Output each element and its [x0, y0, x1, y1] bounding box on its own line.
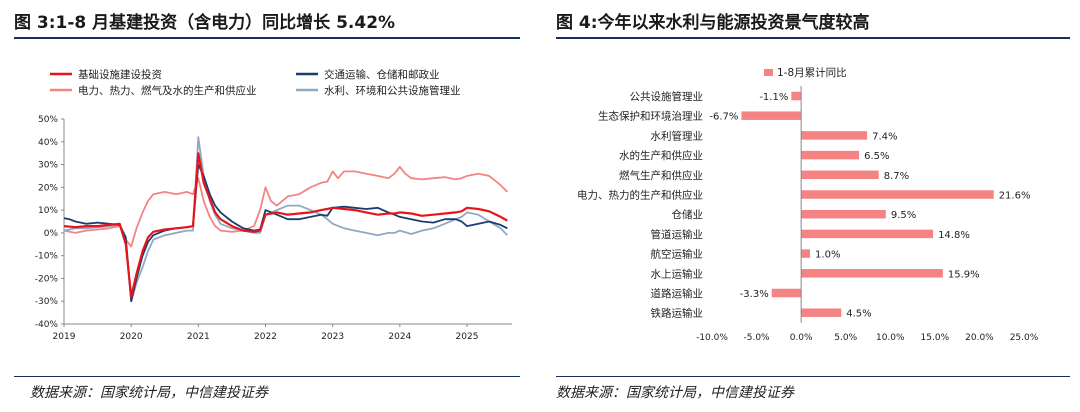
legend-swatch [764, 69, 773, 76]
data-label: 1.0% [815, 250, 840, 261]
left-source-note: 数据来源：国家统计局，中信建投证券 [30, 385, 268, 401]
bar [801, 269, 943, 278]
x-tick-label: 20.0% [965, 333, 994, 343]
y-tick-label: 10% [38, 206, 58, 216]
x-tick-label: 2021 [187, 332, 210, 342]
category-label: 电力、热力的生产和供应业 [577, 189, 703, 202]
category-label: 水利管理业 [651, 129, 704, 142]
data-label: 6.5% [864, 151, 889, 162]
bar [801, 229, 934, 239]
data-label: -6.7% [709, 112, 738, 123]
y-tick-label: -40% [35, 320, 59, 330]
x-tick-label: 5.0% [834, 333, 857, 343]
x-tick-label: 2022 [254, 332, 277, 342]
category-label: 道路运输业 [651, 287, 704, 300]
right-source-note: 数据来源：国家统计局，中信建投证券 [556, 385, 794, 401]
y-tick-label: 30% [38, 161, 58, 171]
left-source-rule [14, 376, 520, 377]
x-tick-label: 2019 [53, 332, 76, 342]
x-tick-label: 2025 [456, 332, 479, 342]
left-title-rule [14, 37, 520, 39]
data-label: 14.8% [938, 230, 970, 241]
bar [771, 288, 802, 298]
bar [791, 91, 802, 101]
bar [801, 249, 811, 258]
data-label: 9.5% [891, 210, 916, 221]
x-tick-label: 2024 [388, 332, 411, 342]
bar [801, 209, 886, 219]
category-label: 铁路运输业 [651, 307, 704, 320]
data-label: -1.1% [759, 92, 788, 103]
data-label: 15.9% [948, 269, 980, 280]
category-label: 管道运输业 [651, 228, 704, 241]
bar [801, 190, 994, 199]
x-tick-label: 2023 [321, 332, 344, 342]
series-line [63, 165, 508, 248]
right-figure-title: 图 4:今年以来水利与能源投资景气度较高 [556, 13, 870, 33]
bar [801, 170, 879, 180]
x-tick-label: -10.0% [696, 333, 728, 343]
category-label: 燃气生产和供应业 [619, 169, 703, 182]
legend-label: 电力、热力、燃气及水的生产和供应业 [78, 84, 257, 97]
legend-label: 1-8月累计同比 [777, 66, 847, 79]
bar [801, 308, 842, 317]
right-figure-panel: 图 4:今年以来水利与能源投资景气度较高 1-8月累计同比公共设施管理业 -1.1… [548, 0, 1080, 412]
category-label: 公共设施管理业 [630, 90, 704, 103]
x-tick-label: -5.0% [744, 333, 771, 343]
legend-label: 水利、环境和公共设施管理业 [324, 84, 461, 97]
category-label: 航空运输业 [651, 248, 704, 261]
y-tick-label: -30% [35, 297, 59, 307]
x-tick-label: 15.0% [921, 333, 950, 343]
category-label: 水上运输业 [651, 267, 704, 280]
left-figure-title: 图 3:1-8 月基建投资（含电力）同比增长 5.42% [14, 13, 396, 33]
left-figure-panel: 图 3:1-8 月基建投资（含电力）同比增长 5.42% 基础设施建设投资 交通运… [0, 0, 528, 412]
data-label: 8.7% [884, 171, 909, 182]
category-label: 仓储业 [672, 208, 704, 221]
y-tick-label: 50% [38, 115, 58, 125]
x-tick-label: 0.0% [790, 333, 813, 343]
y-tick-label: 40% [38, 138, 58, 148]
data-label: 7.4% [872, 131, 897, 142]
data-label: 4.5% [846, 309, 871, 320]
data-label: -3.3% [740, 289, 769, 300]
y-tick-label: 20% [38, 183, 58, 193]
x-tick-label: 25.0% [1010, 333, 1039, 343]
x-tick-label: 10.0% [876, 333, 905, 343]
right-title-rule [556, 37, 1070, 39]
y-tick-label: -20% [35, 274, 59, 284]
category-label: 水的生产和供应业 [619, 149, 703, 162]
x-tick-label: 2020 [120, 332, 143, 342]
bar [741, 111, 802, 120]
right-source-rule [556, 376, 1070, 377]
y-tick-label: -10% [35, 252, 59, 262]
legend-label: 交通运输、仓储和邮政业 [324, 68, 440, 81]
bar [801, 131, 868, 140]
bar [801, 150, 860, 160]
y-tick-label: 0% [44, 229, 59, 239]
series-line [63, 152, 508, 298]
category-label: 生态保护和环境治理业 [598, 110, 703, 123]
legend-label: 基础设施建设投资 [78, 68, 162, 81]
data-label: 21.6% [999, 191, 1031, 202]
